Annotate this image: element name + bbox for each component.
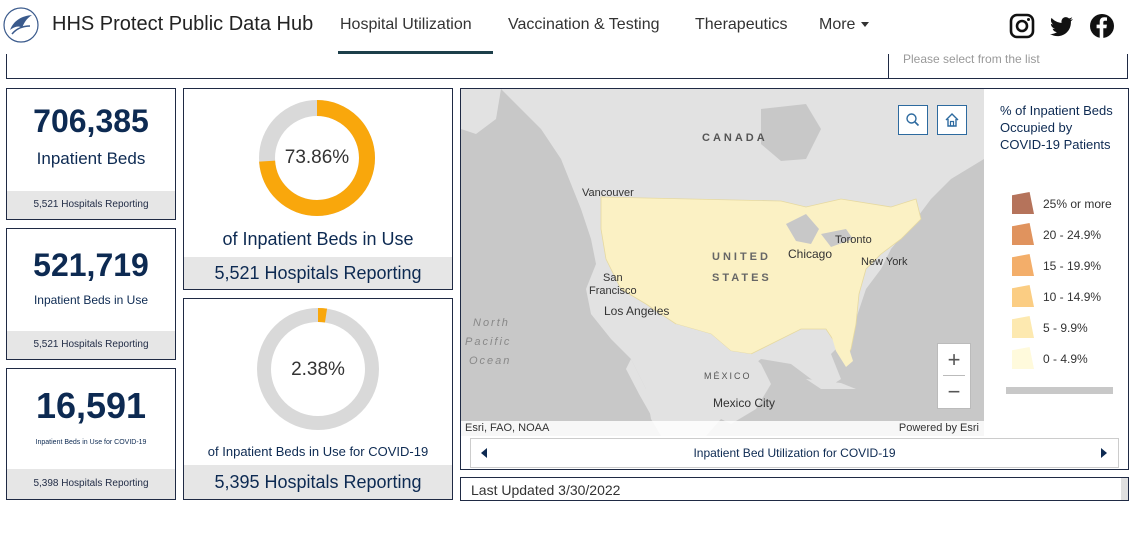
legend-scrollbar[interactable] (1006, 387, 1113, 394)
donut-chart (259, 100, 375, 216)
nav-more[interactable]: More (819, 16, 869, 34)
stat-value: 706,385 (33, 103, 149, 139)
legend-label: 25% or more (1043, 197, 1112, 211)
filter-select-placeholder[interactable]: Please select from the list (903, 52, 1040, 66)
legend-swatch (1012, 347, 1034, 369)
stat-value: 521,719 (33, 247, 149, 283)
stat-card-inpatient-beds: 706,385 Inpatient Beds 5,521 Hospitals R… (6, 88, 176, 220)
top-header: HHS Protect Public Data Hub Hospital Uti… (0, 0, 1136, 54)
last-updated-scrollbar[interactable] (1121, 478, 1128, 500)
map-label-san: San (603, 272, 623, 284)
donut-chart (257, 308, 379, 430)
stat-footer: 5,398 Hospitals Reporting (7, 469, 175, 499)
map-view[interactable]: CANADA UNITED STATES MÉXICO Vancouver Sa… (461, 89, 984, 436)
donut-value-arc (259, 100, 375, 216)
home-icon (945, 113, 959, 127)
nav-vaccination-testing[interactable]: Vaccination & Testing (508, 16, 660, 33)
legend-label: 0 - 4.9% (1043, 352, 1088, 366)
caret-down-icon (860, 21, 869, 27)
legend-swatch (1012, 192, 1034, 214)
nav-more-label: More (819, 16, 856, 33)
map-label-united: UNITED (712, 251, 771, 263)
last-updated-text: Last Updated 3/30/2022 (471, 482, 621, 498)
stat-footer: 5,521 Hospitals Reporting (7, 331, 175, 359)
map-label-north: North (473, 317, 510, 329)
basemap (461, 89, 984, 436)
zoom-out-button[interactable]: − (947, 379, 961, 404)
attribution-powered-by[interactable]: Powered by Esri (898, 422, 979, 434)
zoom-in-button[interactable]: + (947, 347, 961, 372)
map-label-canada: CANADA (702, 132, 768, 144)
search-icon (906, 113, 920, 127)
legend-swatch (1012, 223, 1034, 245)
map-label-mexico: MÉXICO (704, 371, 752, 381)
carousel-next-icon[interactable] (1100, 448, 1107, 458)
stat-label: Inpatient Beds in Use (33, 293, 149, 307)
carousel-prev-icon[interactable] (481, 448, 488, 458)
filter-bar (6, 54, 1128, 79)
zoom-control: + − (937, 343, 971, 409)
map-label-toronto: Toronto (835, 234, 872, 246)
stat-card-beds-in-use: 521,719 Inpatient Beds in Use 5,521 Hosp… (6, 228, 176, 360)
map-label-pacific: Pacific (465, 336, 512, 348)
legend-label: 20 - 24.9% (1043, 228, 1102, 242)
legend-label: 10 - 14.9% (1043, 290, 1102, 304)
donut-card-beds-in-use: 73.86% of Inpatient Beds in Use 5,521 Ho… (183, 88, 453, 290)
donut-label: of Inpatient Beds in Use for COVID-19 (207, 444, 429, 459)
map-label-ocean: Ocean (469, 355, 512, 367)
donut-footer: 5,521 Hospitals Reporting (184, 257, 452, 289)
last-updated-box: Last Updated 3/30/2022 (460, 477, 1129, 501)
map-home-button[interactable] (937, 105, 967, 135)
donut-percent: 73.86% (284, 147, 350, 168)
legend-swatch (1012, 285, 1034, 307)
stat-card-covid-beds: 16,591 Inpatient Beds in Use for COVID-1… (6, 368, 176, 500)
map-label-mexico-city: Mexico City (713, 396, 776, 410)
attribution-sources[interactable]: Esri, FAO, NOAA (465, 422, 550, 434)
nav-hospital-utilization[interactable]: Hospital Utilization (340, 16, 472, 33)
stat-label: Inpatient Beds in Use for COVID-19 (35, 439, 147, 446)
map-label-francisco: Francisco (589, 285, 637, 297)
donut-label: of Inpatient Beds in Use (222, 229, 414, 249)
filter-divider (888, 54, 889, 78)
nav-therapeutics[interactable]: Therapeutics (695, 16, 788, 33)
legend-swatch (1012, 316, 1034, 338)
donut-card-covid-beds: 2.38% of Inpatient Beds in Use for COVID… (183, 298, 453, 500)
donut-footer: 5,395 Hospitals Reporting (184, 465, 452, 499)
legend-title: % of Inpatient Beds Occupied by COVID-19… (1000, 103, 1113, 152)
map-label-states: STATES (712, 272, 772, 284)
map-label-vancouver: Vancouver (582, 187, 634, 199)
donut-percent: 2.38% (291, 359, 345, 380)
map-search-button[interactable] (898, 105, 928, 135)
map-label-chicago: Chicago (788, 247, 833, 261)
map-carousel: Inpatient Bed Utilization for COVID-19 (470, 438, 1119, 468)
twitter-icon[interactable] (1049, 13, 1075, 39)
legend-label: 15 - 19.9% (1043, 259, 1102, 273)
site-title[interactable]: HHS Protect Public Data Hub (52, 13, 314, 35)
instagram-icon[interactable] (1009, 13, 1035, 39)
stat-value: 16,591 (35, 385, 147, 426)
hhs-eagle-logo-icon[interactable] (2, 6, 40, 44)
legend-swatch (1012, 254, 1034, 276)
zoom-divider (943, 375, 965, 376)
stat-footer: 5,521 Hospitals Reporting (7, 191, 175, 219)
stat-label: Inpatient Beds (36, 149, 146, 168)
legend-label: 5 - 9.9% (1043, 321, 1088, 335)
active-tab-indicator (338, 51, 493, 54)
map-label-los-angeles: Los Angeles (604, 304, 670, 318)
facebook-icon[interactable] (1089, 13, 1115, 39)
map-label-new-york: New York (861, 256, 908, 268)
map-attribution-bar: Esri, FAO, NOAA Powered by Esri (461, 421, 984, 436)
carousel-label: Inpatient Bed Utilization for COVID-19 (693, 446, 896, 460)
donut-value-arc (257, 308, 379, 430)
